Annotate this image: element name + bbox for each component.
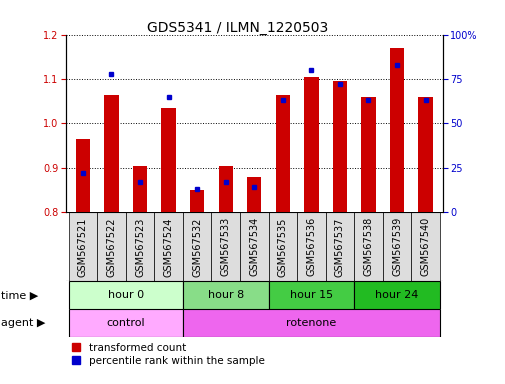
Bar	[275, 94, 289, 212]
Bar	[304, 77, 318, 212]
Text: GSM567537: GSM567537	[334, 217, 344, 276]
Text: GSM567534: GSM567534	[249, 217, 259, 276]
Bar	[218, 166, 232, 212]
Text: GDS5341 / ILMN_1220503: GDS5341 / ILMN_1220503	[147, 21, 328, 35]
Bar	[76, 139, 90, 212]
Text: GSM567522: GSM567522	[106, 217, 116, 276]
Text: GSM567533: GSM567533	[220, 217, 230, 276]
Text: hour 8: hour 8	[207, 290, 243, 300]
Text: GSM567539: GSM567539	[391, 217, 401, 276]
Bar	[97, 212, 126, 281]
Bar	[190, 190, 204, 212]
Bar	[268, 212, 296, 281]
Bar	[161, 108, 175, 212]
Text: time ▶: time ▶	[1, 290, 38, 300]
Text: hour 0: hour 0	[108, 290, 143, 300]
Bar	[246, 177, 261, 212]
Bar	[182, 212, 211, 281]
Text: GSM567535: GSM567535	[277, 217, 287, 276]
Bar	[354, 212, 382, 281]
Text: GSM567536: GSM567536	[306, 217, 316, 276]
Bar	[239, 212, 268, 281]
Text: agent ▶: agent ▶	[1, 318, 45, 328]
Bar	[182, 309, 439, 337]
Bar	[104, 94, 118, 212]
Bar	[332, 81, 346, 212]
Bar	[211, 212, 239, 281]
Bar	[133, 166, 147, 212]
Text: GSM567540: GSM567540	[420, 217, 430, 276]
Bar	[382, 212, 411, 281]
Bar	[69, 281, 182, 309]
Bar	[69, 212, 97, 281]
Bar	[182, 281, 268, 309]
Text: GSM567538: GSM567538	[363, 217, 373, 276]
Text: GSM567532: GSM567532	[192, 217, 202, 276]
Bar	[361, 97, 375, 212]
Text: hour 24: hour 24	[375, 290, 418, 300]
Bar	[268, 281, 354, 309]
Bar	[154, 212, 182, 281]
Text: GSM567523: GSM567523	[135, 217, 145, 276]
Bar	[411, 212, 439, 281]
Text: rotenone: rotenone	[286, 318, 336, 328]
Legend: transformed count, percentile rank within the sample: transformed count, percentile rank withi…	[71, 342, 265, 367]
Bar	[325, 212, 354, 281]
Text: control: control	[106, 318, 145, 328]
Bar	[126, 212, 154, 281]
Bar	[69, 309, 182, 337]
Text: GSM567521: GSM567521	[78, 217, 88, 276]
Text: hour 15: hour 15	[289, 290, 332, 300]
Bar	[418, 97, 432, 212]
Bar	[354, 281, 439, 309]
Bar	[296, 212, 325, 281]
Bar	[389, 48, 403, 212]
Text: GSM567524: GSM567524	[163, 217, 173, 276]
